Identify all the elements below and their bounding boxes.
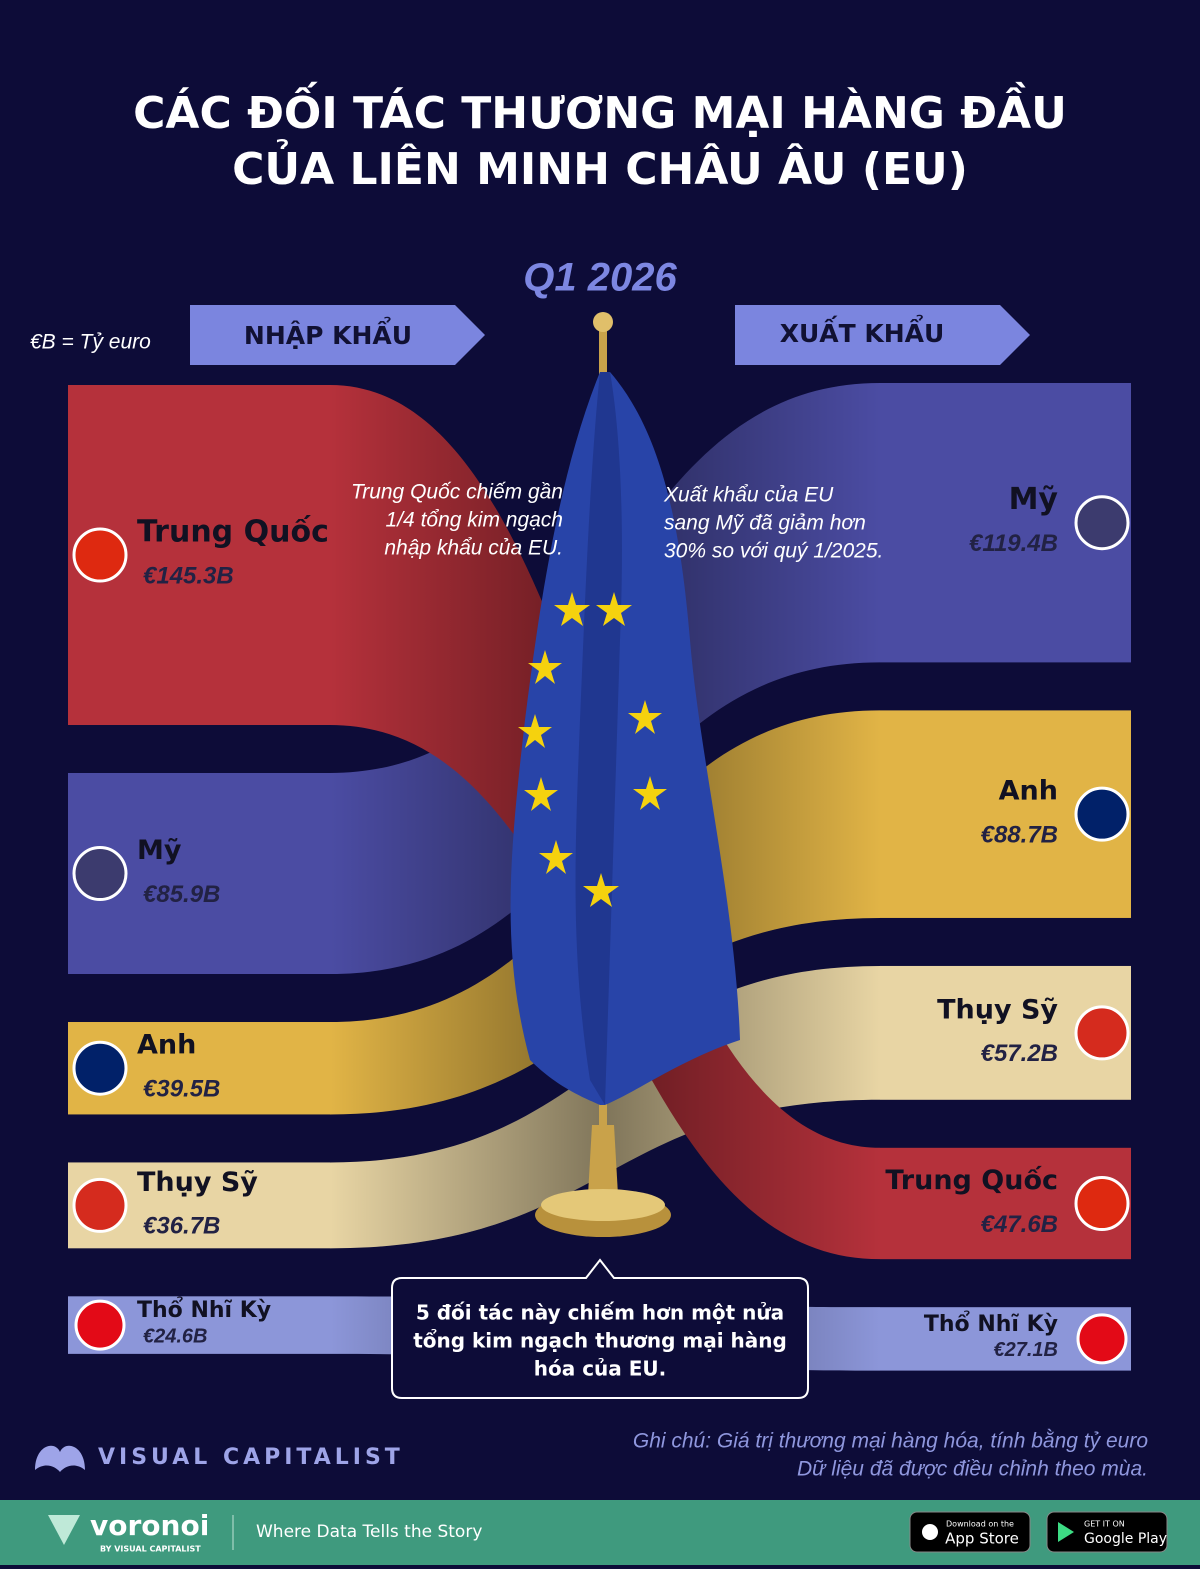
country-name: Trung Quốc (885, 1165, 1058, 1196)
flag-icon (74, 1299, 126, 1351)
value-label: €119.4B (969, 530, 1058, 557)
note: Ghi chú: Giá trị thương mại hàng hóa, tí… (633, 1430, 1148, 1453)
voronoi-icon (48, 1515, 80, 1545)
value-label: €47.6B (981, 1211, 1058, 1238)
imports-banner (190, 305, 485, 365)
flag-icon (72, 846, 128, 902)
value-label: €85.9B (143, 881, 220, 908)
country-name: Thụy Sỹ (937, 994, 1058, 1025)
value-label: €24.6B (143, 1325, 208, 1347)
exports-banner (735, 305, 1030, 365)
app-store-button[interactable] (909, 1511, 1031, 1553)
tagline: Where Data Tells the Story (256, 1522, 482, 1542)
value-label: €36.7B (143, 1213, 220, 1240)
flag-icon (72, 1177, 128, 1233)
note: Dữ liệu đã được điều chỉnh theo mùa. (797, 1458, 1148, 1481)
google-play-big: Google Play (1084, 1531, 1167, 1547)
google-play-small: GET IT ON (1084, 1520, 1125, 1529)
flag-icon (1074, 1175, 1130, 1231)
flag-icon (1076, 1313, 1128, 1365)
callout-text: hóa của EU. (534, 1357, 667, 1381)
annotation: sang Mỹ đã giảm hơn (664, 512, 866, 535)
value-label: €88.7B (981, 822, 1058, 849)
app-store-big: App Store (945, 1530, 1019, 1548)
annotation: 1/4 tổng kim ngạch (386, 509, 563, 532)
flag-icon (1074, 495, 1130, 551)
voronoi-logo: voronoi (90, 1509, 209, 1542)
title-line: CÁC ĐỐI TÁC THƯƠNG MẠI HÀNG ĐẦU (133, 81, 1067, 139)
country-name: Trung Quốc (137, 515, 329, 550)
flag-icon (1074, 1005, 1130, 1061)
country-name: Anh (999, 776, 1058, 807)
value-label: €39.5B (143, 1076, 220, 1103)
play-icon (1058, 1522, 1074, 1542)
country-name: Anh (137, 1030, 196, 1061)
title-line: CỦA LIÊN MINH CHÂU ÂU (EU) (232, 138, 968, 195)
callout-text: tổng kim ngạch thương mại hàng (413, 1329, 787, 1353)
eu-flag (510, 312, 740, 1237)
country-name: Thổ Nhĩ Kỳ (924, 1311, 1058, 1337)
flag-icon (72, 527, 128, 583)
value-label: €27.1B (994, 1339, 1059, 1361)
unit-note: €B = Tỷ euro (30, 331, 151, 354)
flag-icon (72, 1040, 128, 1096)
country-name: Mỹ (1009, 482, 1059, 517)
exports-label: XUẤT KHẨU (780, 314, 945, 348)
value-label: €57.2B (981, 1040, 1058, 1067)
brand: VISUAL CAPITALIST (98, 1445, 404, 1470)
country-name: Thổ Nhĩ Kỳ (137, 1297, 271, 1323)
value-label: €145.3B (143, 562, 234, 589)
subtitle: Q1 2026 (523, 256, 677, 300)
app-store-small: Download on the (946, 1520, 1014, 1529)
country-name: Mỹ (137, 835, 182, 866)
annotation: 30% so với quý 1/2025. (664, 540, 883, 563)
google-play-button[interactable] (1046, 1511, 1168, 1553)
annotation: Trung Quốc chiếm gần (351, 481, 563, 504)
annotation: nhập khẩu của EU. (384, 537, 563, 560)
brand-logo (35, 1445, 85, 1472)
country-name: Thụy Sỹ (137, 1167, 258, 1198)
annotation: Xuất khẩu của EU (663, 484, 834, 507)
apple-icon (922, 1524, 938, 1540)
flag-icon (1074, 786, 1130, 842)
callout-box (391, 1258, 809, 1399)
callout-text: 5 đối tác này chiếm hơn một nửa (416, 1301, 784, 1325)
imports-label: NHẬP KHẨU (244, 316, 412, 350)
voronoi-sub: BY VISUAL CAPITALIST (100, 1545, 201, 1554)
